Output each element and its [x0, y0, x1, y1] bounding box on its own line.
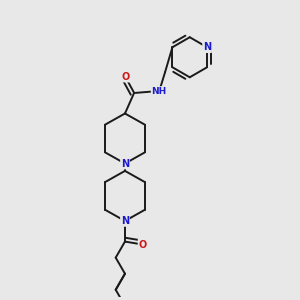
Text: O: O	[139, 239, 147, 250]
Text: O: O	[121, 72, 129, 82]
Text: N: N	[121, 158, 129, 169]
Text: NH: NH	[152, 87, 167, 96]
Text: N: N	[203, 42, 211, 52]
Text: N: N	[121, 216, 129, 226]
